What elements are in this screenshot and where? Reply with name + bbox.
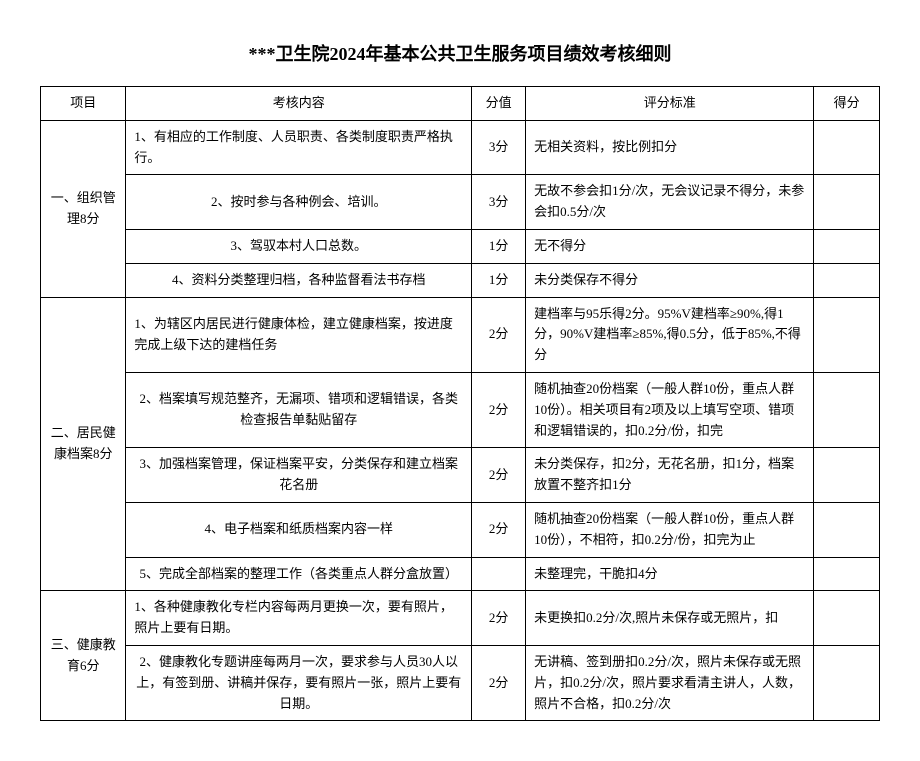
content-cell: 1、有相应的工作制度、人员职责、各类制度职责严格执行。 [126, 120, 472, 175]
std-cell: 未更换扣0.2分/次,照片未保存或无照片，扣 [526, 591, 814, 646]
score-cell [472, 557, 526, 591]
score-cell: 3分 [472, 120, 526, 175]
got-cell [814, 448, 880, 503]
proj-cell: 一、组织管理8分 [41, 120, 126, 297]
table-row: 3、加强档案管理，保证档案平安，分类保存和建立档案花名册 2分 未分类保存，扣2… [41, 448, 880, 503]
score-cell: 2分 [472, 297, 526, 372]
std-cell: 随机抽查20份档案（一般人群10份，重点人群10份），不相符，扣0.2分/份，扣… [526, 502, 814, 557]
proj-cell: 二、居民健康档案8分 [41, 297, 126, 591]
score-cell: 1分 [472, 229, 526, 263]
page-title: ***卫生院2024年基本公共卫生服务项目绩效考核细则 [40, 40, 880, 66]
score-cell: 2分 [472, 502, 526, 557]
table-row: 一、组织管理8分 1、有相应的工作制度、人员职责、各类制度职责严格执行。 3分 … [41, 120, 880, 175]
assessment-table: 项目 考核内容 分值 评分标准 得分 一、组织管理8分 1、有相应的工作制度、人… [40, 86, 880, 721]
content-cell: 1、为辖区内居民进行健康体检，建立健康档案，按进度完成上级下达的建档任务 [126, 297, 472, 372]
th-content: 考核内容 [126, 87, 472, 121]
th-got: 得分 [814, 87, 880, 121]
std-cell: 未整理完，干脆扣4分 [526, 557, 814, 591]
th-project: 项目 [41, 87, 126, 121]
std-cell: 建档率与95乐得2分。95%V建档率≥90%,得1分，90%V建档率≥85%,得… [526, 297, 814, 372]
content-cell: 2、健康教化专题讲座每两月一次，要求参与人员30人以上，有签到册、讲稿并保存，要… [126, 645, 472, 720]
std-cell: 无故不参会扣1分/次，无会议记录不得分，未参会扣0.5分/次 [526, 175, 814, 230]
table-row: 4、资料分类整理归档，各种监督看法书存档 1分 未分类保存不得分 [41, 263, 880, 297]
content-cell: 3、加强档案管理，保证档案平安，分类保存和建立档案花名册 [126, 448, 472, 503]
got-cell [814, 263, 880, 297]
got-cell [814, 229, 880, 263]
table-row: 3、驾驭本村人口总数。 1分 无不得分 [41, 229, 880, 263]
score-cell: 2分 [472, 645, 526, 720]
got-cell [814, 645, 880, 720]
score-cell: 2分 [472, 372, 526, 447]
table-row: 2、档案填写规范整齐，无漏项、错项和逻辑错误，各类检查报告单黏贴留存 2分 随机… [41, 372, 880, 447]
table-row: 2、按时参与各种例会、培训。 3分 无故不参会扣1分/次，无会议记录不得分，未参… [41, 175, 880, 230]
std-cell: 无讲稿、签到册扣0.2分/次，照片未保存或无照片，扣0.2分/次，照片要求看清主… [526, 645, 814, 720]
std-cell: 未分类保存，扣2分，无花名册，扣1分，档案放置不整齐扣1分 [526, 448, 814, 503]
table-row: 2、健康教化专题讲座每两月一次，要求参与人员30人以上，有签到册、讲稿并保存，要… [41, 645, 880, 720]
score-cell: 2分 [472, 591, 526, 646]
content-cell: 2、档案填写规范整齐，无漏项、错项和逻辑错误，各类检查报告单黏贴留存 [126, 372, 472, 447]
got-cell [814, 297, 880, 372]
proj-cell: 三、健康教育6分 [41, 591, 126, 721]
std-cell: 无相关资料，按比例扣分 [526, 120, 814, 175]
got-cell [814, 120, 880, 175]
std-cell: 随机抽查20份档案（一般人群10份，重点人群10份）。相关项目有2项及以上填写空… [526, 372, 814, 447]
score-cell: 1分 [472, 263, 526, 297]
got-cell [814, 372, 880, 447]
got-cell [814, 557, 880, 591]
content-cell: 1、各种健康教化专栏内容每两月更换一次，要有照片，照片上要有日期。 [126, 591, 472, 646]
content-cell: 4、资料分类整理归档，各种监督看法书存档 [126, 263, 472, 297]
th-score: 分值 [472, 87, 526, 121]
std-cell: 未分类保存不得分 [526, 263, 814, 297]
got-cell [814, 175, 880, 230]
content-cell: 4、电子档案和纸质档案内容一样 [126, 502, 472, 557]
table-row: 三、健康教育6分 1、各种健康教化专栏内容每两月更换一次，要有照片，照片上要有日… [41, 591, 880, 646]
got-cell [814, 502, 880, 557]
table-row: 4、电子档案和纸质档案内容一样 2分 随机抽查20份档案（一般人群10份，重点人… [41, 502, 880, 557]
content-cell: 3、驾驭本村人口总数。 [126, 229, 472, 263]
std-cell: 无不得分 [526, 229, 814, 263]
got-cell [814, 591, 880, 646]
score-cell: 2分 [472, 448, 526, 503]
table-row: 5、完成全部档案的整理工作（各类重点人群分盒放置） 未整理完，干脆扣4分 [41, 557, 880, 591]
table-row: 二、居民健康档案8分 1、为辖区内居民进行健康体检，建立健康档案，按进度完成上级… [41, 297, 880, 372]
score-cell: 3分 [472, 175, 526, 230]
th-standard: 评分标准 [526, 87, 814, 121]
content-cell: 2、按时参与各种例会、培训。 [126, 175, 472, 230]
content-cell: 5、完成全部档案的整理工作（各类重点人群分盒放置） [126, 557, 472, 591]
